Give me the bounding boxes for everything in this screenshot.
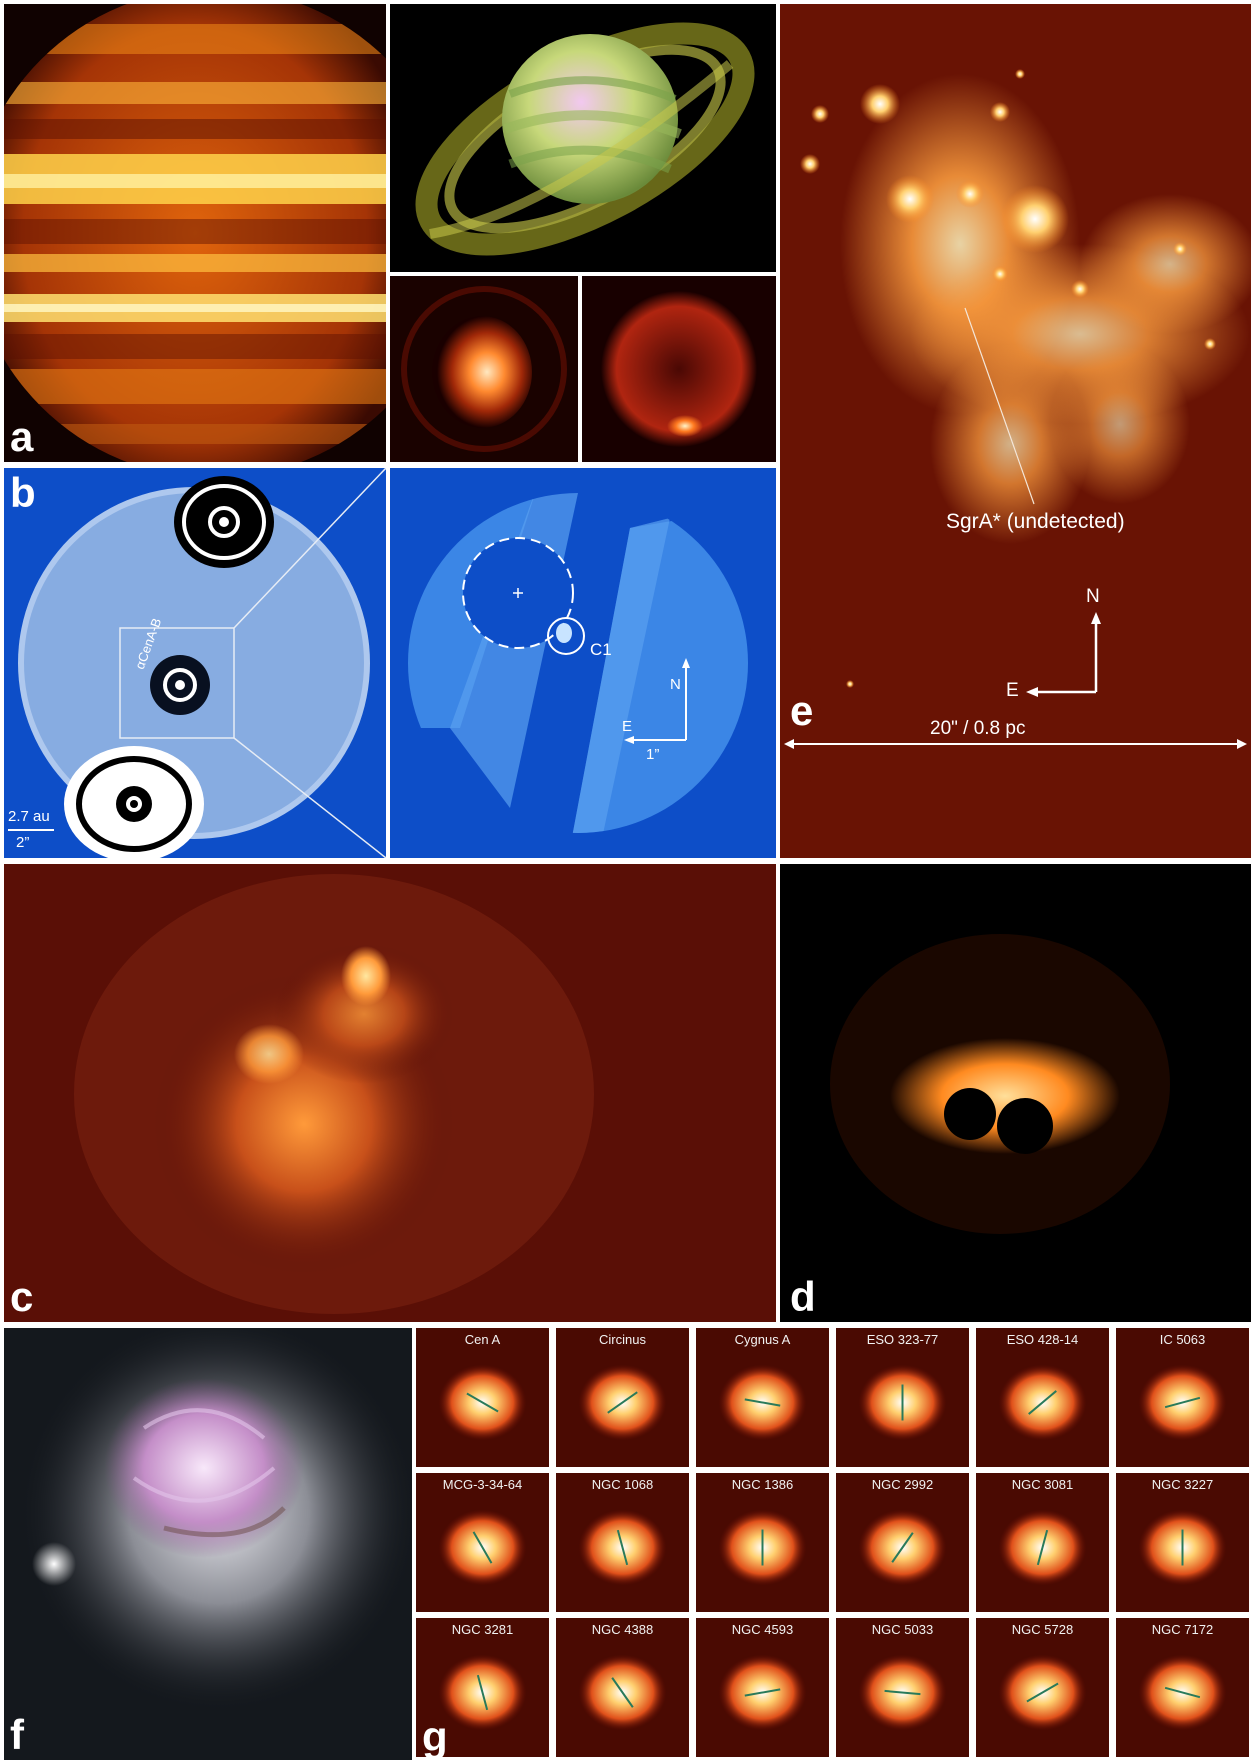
galaxy-thumbnail: NGC 4593 xyxy=(696,1618,829,1757)
galaxy-thumbnail: MCG-3-34-64 xyxy=(416,1473,549,1612)
galaxy-name: NGC 4388 xyxy=(591,1622,654,1637)
galaxy-thumbnail: Cen A xyxy=(416,1328,549,1467)
position-angle-line xyxy=(884,1689,921,1696)
position-angle-line xyxy=(1164,1686,1201,1699)
panel-label-d: d xyxy=(790,1273,816,1320)
panel-label-a: a xyxy=(10,413,34,460)
galaxy-name: NGC 7172 xyxy=(1151,1622,1214,1637)
position-angle-line xyxy=(1028,1390,1057,1415)
galaxy-thumbnail: ESO 323-77 xyxy=(836,1328,969,1467)
galaxy-name: NGC 5033 xyxy=(871,1622,934,1637)
spiral-galaxy-image: f xyxy=(4,1328,412,1760)
galaxy-name: ESO 428-14 xyxy=(1006,1332,1079,1347)
scale-bar-top-label: 2.7 au xyxy=(8,808,50,825)
uranus-image xyxy=(390,276,578,462)
galaxy-thumbnail: NGC 7172 xyxy=(1116,1618,1249,1757)
panel-label-b: b xyxy=(10,469,36,516)
east-arrow-label: E xyxy=(1006,680,1019,701)
alpha-cen-wide-image: b αCenA-B 2.7 au 2” xyxy=(4,468,386,858)
position-angle-line xyxy=(1026,1682,1059,1703)
galaxy-name: NGC 3281 xyxy=(451,1622,514,1637)
galaxy-name: NGC 3081 xyxy=(1011,1477,1074,1492)
agn-thumbnail-grid: Cen A Circinus Cygnus A ESO 323-77 ESO 428-1… xyxy=(416,1328,1251,1760)
north-arrow-label: N xyxy=(670,676,681,693)
saturn-image xyxy=(390,4,776,272)
galaxy-name: Cygnus A xyxy=(734,1332,791,1347)
panel-label-c: c xyxy=(10,1273,34,1320)
position-angle-line xyxy=(891,1532,914,1563)
scale-bar-label: 20" / 0.8 pc xyxy=(930,718,1026,739)
galaxy-thumbnail: NGC 2992 xyxy=(836,1473,969,1612)
sgra-annotation: SgrA* (undetected) xyxy=(946,510,1125,533)
galactic-center-image: SgrA* (undetected) N E 20" / 0.8 pc e xyxy=(780,4,1251,858)
galaxy-thumbnail: Cygnus A xyxy=(696,1328,829,1467)
position-angle-line xyxy=(607,1391,638,1414)
galaxy-thumbnail: NGC 1386 xyxy=(696,1473,829,1612)
position-angle-line xyxy=(472,1531,493,1564)
position-angle-line xyxy=(466,1392,499,1413)
galaxy-name: NGC 4593 xyxy=(731,1622,794,1637)
galaxy-name: NGC 3227 xyxy=(1151,1477,1214,1492)
galaxy-thumbnail: NGC 4388 xyxy=(556,1618,689,1757)
galaxy-thumbnail: NGC 3227 xyxy=(1116,1473,1249,1612)
galaxy-name: NGC 1386 xyxy=(731,1477,794,1492)
disk-image: d xyxy=(780,864,1251,1322)
galaxy-thumbnail: ESO 428-14 xyxy=(976,1328,1109,1467)
galaxy-thumbnail: NGC 3281 xyxy=(416,1618,549,1757)
panel-label-f: f xyxy=(10,1711,24,1758)
position-angle-line xyxy=(611,1677,634,1708)
panel-label-e: e xyxy=(790,687,814,734)
galaxy-thumbnail: NGC 5728 xyxy=(976,1618,1109,1757)
east-arrow-label: E xyxy=(622,718,633,735)
position-angle-line xyxy=(616,1529,629,1566)
neptune-image xyxy=(582,276,776,462)
position-angle-line xyxy=(1164,1396,1201,1409)
galaxy-thumbnail: IC 5063 xyxy=(1116,1328,1249,1467)
position-angle-line xyxy=(744,1398,781,1407)
nebula-image: c xyxy=(4,864,776,1322)
candidate-label: C1 xyxy=(590,640,612,659)
jupiter-image: a xyxy=(4,4,386,462)
galaxy-thumbnail: NGC 1068 xyxy=(556,1473,689,1612)
galaxy-name: Circinus xyxy=(599,1332,646,1347)
panel-label-g: g xyxy=(422,1713,448,1760)
north-arrow-label: N xyxy=(1086,586,1100,607)
galaxy-name: NGC 1068 xyxy=(591,1477,654,1492)
position-angle-line xyxy=(476,1674,489,1711)
scale-label: 1” xyxy=(646,746,660,763)
position-angle-line xyxy=(744,1688,781,1697)
galaxy-name: MCG-3-34-64 xyxy=(442,1477,523,1492)
alpha-cen-zoom-image: C1 N E 1” xyxy=(390,468,776,858)
position-angle-line xyxy=(1036,1529,1049,1566)
galaxy-name: NGC 2992 xyxy=(871,1477,934,1492)
galaxy-name: NGC 5728 xyxy=(1011,1622,1074,1637)
galaxy-name: ESO 323-77 xyxy=(866,1332,939,1347)
galaxy-thumbnail: Circinus xyxy=(556,1328,689,1467)
galaxy-thumbnail: NGC 3081 xyxy=(976,1473,1109,1612)
galaxy-name: IC 5063 xyxy=(1159,1332,1206,1347)
scale-bar-bottom-label: 2” xyxy=(16,834,30,851)
galaxy-name: Cen A xyxy=(464,1332,501,1347)
galaxy-thumbnail: NGC 5033 xyxy=(836,1618,969,1757)
